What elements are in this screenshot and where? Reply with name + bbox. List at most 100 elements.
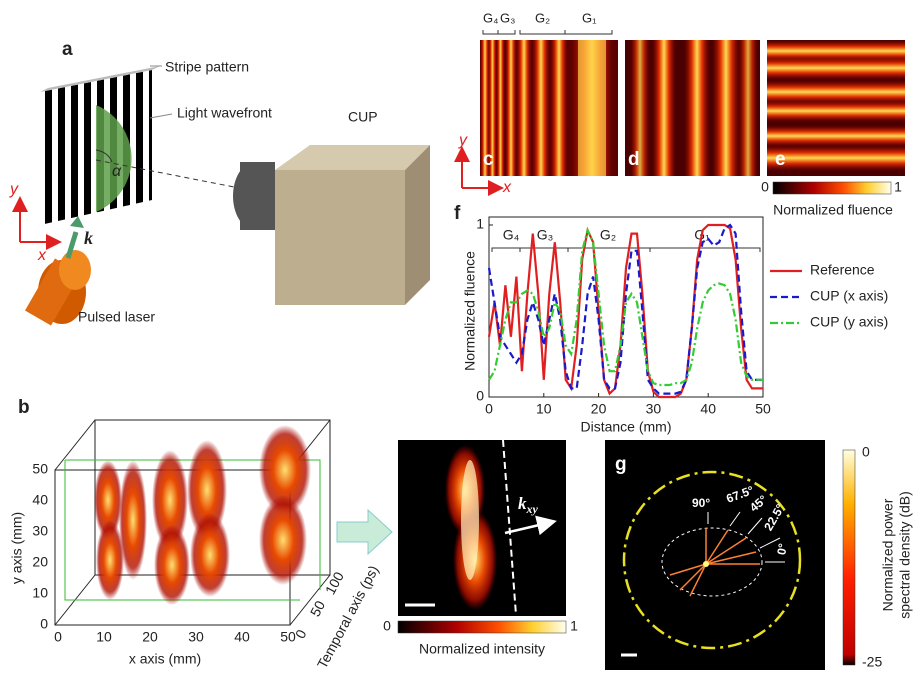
- group-label: G₂: [600, 227, 616, 243]
- heatmap-e: [767, 40, 905, 176]
- panel-b-3d-shape: [54, 419, 331, 626]
- line-chart: 0 10 20 30 40 50 0 1 Distance (mm) Normalized flu…: [462, 216, 889, 435]
- colorbar-label: 1: [894, 179, 902, 195]
- panel-a-illustration-shape: [95, 159, 276, 196]
- panel-a-illustration-shape: [275, 145, 430, 170]
- axis-label: Temporal axis (ps): [314, 563, 382, 671]
- heatmap-d-shape: [630, 40, 650, 176]
- x-axis-title: Distance (mm): [580, 419, 671, 435]
- x-tick-label: 30: [646, 401, 662, 417]
- group-bracket: [491, 247, 761, 252]
- colorbar: [842, 449, 856, 666]
- label: α: [112, 163, 122, 180]
- panel-b-3d-shape: [94, 460, 122, 540]
- axis-label: y axis (mm): [9, 512, 25, 584]
- heatmap-c-shape: [532, 40, 550, 176]
- heatmap-c-shape: [516, 40, 532, 176]
- heatmap-c-shape: [550, 40, 568, 176]
- heatmap-e-shape: [767, 125, 905, 147]
- axis-label: x axis (mm): [129, 651, 201, 667]
- colorbar-label: 0: [383, 618, 391, 634]
- x-tick-label: 20: [591, 401, 607, 417]
- panel-b-image: [398, 439, 566, 616]
- legend-label: Reference: [810, 262, 875, 278]
- colorbar: [397, 620, 567, 634]
- series-line: [487, 223, 763, 395]
- panel-b-image-shape: [502, 439, 517, 616]
- heatmap-c-shape: [578, 40, 606, 176]
- vector-label: kxy: [518, 494, 539, 516]
- panel-b-3d-shape: [154, 525, 190, 605]
- panel-a-illustration-shape: [96, 105, 132, 212]
- panel-g-image-shape-shape: [747, 517, 763, 535]
- group-label: G₃: [500, 10, 515, 25]
- panel-g-image-shape-shape: [679, 563, 707, 591]
- panel-a-illustration-shape: [405, 145, 430, 305]
- heatmap-e-shape: [767, 145, 905, 171]
- legend-label: CUP (x axis): [810, 288, 888, 304]
- heatmap-c-shape: [482, 30, 613, 35]
- plot-frame: [488, 216, 764, 398]
- y-tick-label: 1: [476, 216, 484, 232]
- panel-b-3d-shape: [259, 425, 311, 515]
- x-tick-label: 10: [96, 629, 112, 645]
- colorbar-title: spectral density (dB): [897, 491, 913, 619]
- y-tick-label: 40: [32, 492, 48, 508]
- group-label: G₄: [503, 227, 520, 243]
- t-tick-label: 100: [322, 569, 347, 597]
- x-tick-label: 0: [54, 629, 62, 645]
- panel-a-illustration-shape: [275, 170, 405, 305]
- panel-a-illustration: [12, 65, 430, 326]
- legend-label: CUP (y axis): [810, 314, 888, 330]
- axis-label: x: [37, 247, 47, 264]
- y-tick-label: 30: [32, 523, 48, 539]
- panel-b-3d-shape: [259, 495, 307, 585]
- panel-label: d: [628, 149, 640, 170]
- panel-a-illustration-shape: [240, 162, 275, 230]
- heatmap-e-shape: [767, 100, 905, 122]
- vector-subscript: xy: [526, 502, 539, 516]
- label: CUP: [348, 109, 378, 125]
- panel-g-image: [605, 440, 825, 670]
- panel-label: g: [615, 454, 627, 475]
- panel-g-image-shape-shape: [705, 537, 747, 565]
- panel-label: e: [775, 149, 786, 170]
- x-tick-label: 50: [280, 629, 296, 645]
- panel-a-illustration-shape: [65, 231, 79, 259]
- y-tick-label: 50: [32, 461, 48, 477]
- heatmap-d-shape: [738, 40, 758, 176]
- group-label: G₃: [537, 227, 554, 243]
- label: Pulsed laser: [78, 309, 155, 325]
- panel-g-image-shape: [703, 561, 709, 567]
- panel-g-image-shape: [661, 527, 763, 597]
- panel-label: c: [483, 149, 494, 170]
- series-line: [488, 226, 763, 387]
- heatmap-e-shape: [767, 56, 905, 80]
- heatmap-d: [625, 40, 760, 176]
- panel-a-illustration-shape: [95, 149, 113, 163]
- group-label: G₁: [582, 10, 597, 25]
- colorbar-title: Normalized fluence: [773, 202, 893, 218]
- axis-label: y: [9, 181, 19, 198]
- panel-label: a: [62, 39, 73, 60]
- y-tick-label: 10: [32, 585, 48, 601]
- panel-b-image-shape: [504, 515, 557, 536]
- x-tick-label: 0: [485, 401, 493, 417]
- y-tick-label: 0: [40, 616, 48, 632]
- x-tick-label: 50: [755, 401, 771, 417]
- vector-base: k: [518, 494, 527, 513]
- colorbar-label: 0: [862, 444, 870, 460]
- heatmap-c-shape: [480, 40, 490, 176]
- panel-a-illustration-shape: [40, 66, 160, 92]
- panel-b-3d-shape: [96, 520, 124, 600]
- colorbar-title: Normalized intensity: [419, 641, 545, 657]
- panel-g-image-shape-shape: [759, 537, 781, 549]
- panel-b-3d: [54, 419, 393, 626]
- angle-label: 90°: [692, 496, 710, 510]
- panel-g-image-shape: [622, 470, 802, 650]
- panel-g-image-shape-shape: [729, 511, 741, 527]
- panel-g-image-shape: [707, 511, 785, 563]
- x-tick-label: 10: [536, 401, 552, 417]
- panel-g-image-shape: [605, 440, 825, 670]
